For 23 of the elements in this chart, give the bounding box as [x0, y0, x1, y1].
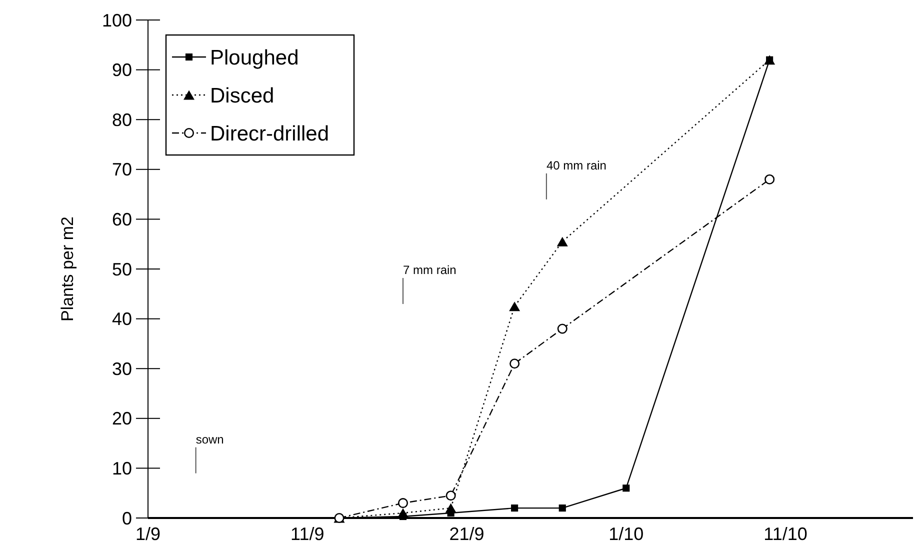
y-tick-label: 40 [112, 309, 132, 330]
annotation: 7 mm rain [403, 262, 456, 277]
y-tick-label: 70 [112, 160, 132, 180]
legend-label: Ploughed [210, 46, 299, 70]
y-tick-label: 60 [112, 210, 132, 230]
y-tick-label: 20 [112, 408, 132, 429]
x-tick-label: 1/10 [608, 524, 644, 544]
x-tick-label: 11/10 [764, 524, 808, 544]
y-tick-label: 50 [112, 259, 132, 280]
x-tick-label: 21/9 [449, 524, 484, 544]
legend-label: Direcr-drilled [210, 122, 330, 146]
annotation: sown [196, 432, 224, 446]
annotation: 40 mm rain [546, 158, 606, 172]
y-tick-label: 30 [112, 358, 132, 379]
y-tick-label: 10 [112, 458, 132, 478]
x-tick-label: 11/9 [290, 524, 324, 544]
y-tick-label: 80 [112, 110, 132, 130]
legend-label: Disced [210, 84, 274, 108]
y-tick-label: 90 [112, 60, 132, 80]
y-axis-title: Plants per m2 [58, 216, 77, 322]
x-tick-label: 1/9 [135, 524, 161, 544]
y-tick-label: 100 [102, 10, 132, 30]
y-tick-label: 0 [122, 508, 132, 528]
